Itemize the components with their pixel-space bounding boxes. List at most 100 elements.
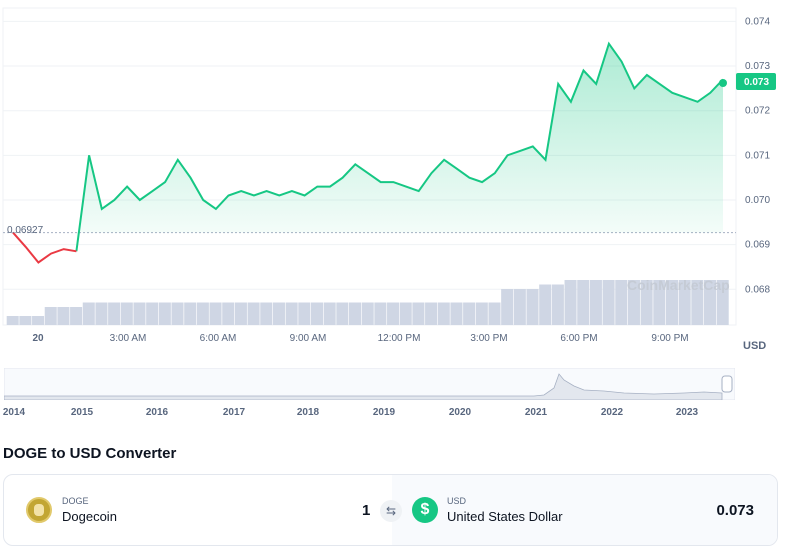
price-line-down xyxy=(12,231,77,264)
swap-arrows-icon[interactable]: ⇆ xyxy=(380,500,402,522)
volume-bar xyxy=(437,302,450,325)
dollar-icon: $ xyxy=(412,497,438,523)
x-tick-label: 6:00 AM xyxy=(200,333,237,344)
price-area-fill xyxy=(76,43,723,252)
volume-bar xyxy=(564,280,577,325)
y-tick-label: 0.070 xyxy=(745,195,770,206)
current-price-dot xyxy=(719,79,727,87)
navigator-history-line xyxy=(4,373,723,400)
x-tick-label: 3:00 PM xyxy=(470,333,507,344)
x-tick-label: 3:00 AM xyxy=(110,333,147,344)
y-axis-labels: 0.074 0.073 0.072 0.071 0.070 0.069 0.068 xyxy=(745,16,770,295)
to-currency-section: USD United States Dollar 0.073 xyxy=(392,475,777,545)
to-amount[interactable]: 0.073 xyxy=(716,502,754,519)
watermark: CoinMarketCap xyxy=(627,277,730,293)
volume-bar xyxy=(82,302,95,325)
volume-bar xyxy=(551,284,564,325)
volume-bar xyxy=(184,302,197,325)
current-price-text: 0.073 xyxy=(744,77,769,88)
current-price-tag: 0.073 xyxy=(736,73,776,90)
volume-bar xyxy=(70,307,83,325)
volume-bar xyxy=(665,280,679,325)
x-tick-label: 9:00 PM xyxy=(651,333,688,344)
volume-bar xyxy=(310,302,324,325)
volume-bar xyxy=(704,280,717,325)
volume-bar xyxy=(387,302,400,325)
navigator-year-label: 2021 xyxy=(525,407,548,418)
volume-bar xyxy=(577,280,590,325)
x-tick-label: 6:00 PM xyxy=(560,333,597,344)
x-tick-label: 20 xyxy=(32,333,44,344)
volume-bar xyxy=(627,280,640,325)
volume-bar xyxy=(6,316,19,325)
from-symbol: DOGE xyxy=(62,496,89,506)
volume-bar xyxy=(513,289,526,325)
volume-bar xyxy=(526,289,539,325)
navigator-year-label: 2020 xyxy=(449,407,472,418)
volume-bar xyxy=(108,302,121,325)
converter-panel: DOGE Dogecoin 1 USD United States Dollar… xyxy=(3,474,778,546)
volume-bar xyxy=(247,302,260,325)
x-tick-label: 9:00 AM xyxy=(290,333,327,344)
volume-bar xyxy=(19,316,32,325)
y-tick-label: 0.072 xyxy=(745,106,770,117)
volume-bar xyxy=(133,302,146,325)
volume-bar xyxy=(691,280,704,325)
volume-bar xyxy=(95,302,108,325)
volume-bar xyxy=(463,302,476,325)
volume-bar xyxy=(298,302,311,325)
volume-bar xyxy=(32,316,45,325)
volume-bar xyxy=(488,302,501,325)
volume-bar xyxy=(234,302,247,325)
volume-bar xyxy=(678,280,691,325)
navigator-handle[interactable] xyxy=(721,375,733,393)
range-navigator[interactable] xyxy=(4,368,735,400)
volume-bar xyxy=(425,302,438,325)
volume-bar xyxy=(349,302,362,325)
to-symbol: USD xyxy=(447,496,467,506)
navigator-year-label: 2023 xyxy=(676,407,699,418)
volume-bar xyxy=(653,280,666,325)
volume-bar xyxy=(602,280,615,325)
volume-bar xyxy=(44,307,57,325)
volume-bar xyxy=(285,302,298,325)
start-price-label: 0.06927 xyxy=(7,225,44,236)
y-tick-label: 0.074 xyxy=(745,16,770,27)
y-tick-label: 0.071 xyxy=(745,150,770,161)
x-axis-labels: 20 3:00 AM 6:00 AM 9:00 AM 12:00 PM 3:00 PM 6:… xyxy=(32,333,688,344)
volume-bar xyxy=(399,302,412,325)
volume-bar xyxy=(450,302,463,325)
price-line-up xyxy=(75,41,724,252)
volume-bar xyxy=(209,302,222,325)
volume-bar xyxy=(640,280,653,325)
volume-bar xyxy=(374,302,387,325)
volume-bar xyxy=(501,289,514,325)
to-name: United States Dollar xyxy=(447,509,563,524)
volume-bar xyxy=(272,302,285,325)
volume-bar xyxy=(146,302,159,325)
y-tick-label: 0.073 xyxy=(745,61,770,72)
volume-bar xyxy=(475,302,488,325)
volume-bar xyxy=(196,302,209,325)
navigator-year-label: 2017 xyxy=(223,407,246,418)
navigator-year-label: 2016 xyxy=(146,407,169,418)
price-area xyxy=(12,41,724,264)
price-chart[interactable]: 0.074 0.073 0.072 0.071 0.070 0.069 0.068 20 3:… xyxy=(0,0,787,352)
volume-bar xyxy=(171,302,184,325)
volume-bar xyxy=(260,302,273,325)
volume-bar xyxy=(336,302,349,325)
navigator-year-label: 2015 xyxy=(71,407,94,418)
x-tick-label: 12:00 PM xyxy=(378,333,421,344)
navigator-year-label: 2018 xyxy=(297,407,320,418)
volume-bar xyxy=(57,307,70,325)
navigator-year-label: 2014 xyxy=(3,407,26,418)
volume-bars xyxy=(6,280,729,325)
converter-title: DOGE to USD Converter xyxy=(3,445,177,462)
y-tick-label: 0.068 xyxy=(745,284,770,295)
from-name: Dogecoin xyxy=(62,509,117,524)
from-amount-input[interactable]: 1 xyxy=(362,502,371,519)
volume-bar xyxy=(323,302,336,325)
volume-bar xyxy=(222,302,235,325)
volume-bar xyxy=(361,302,374,325)
navigator-year-label: 2019 xyxy=(373,407,396,418)
